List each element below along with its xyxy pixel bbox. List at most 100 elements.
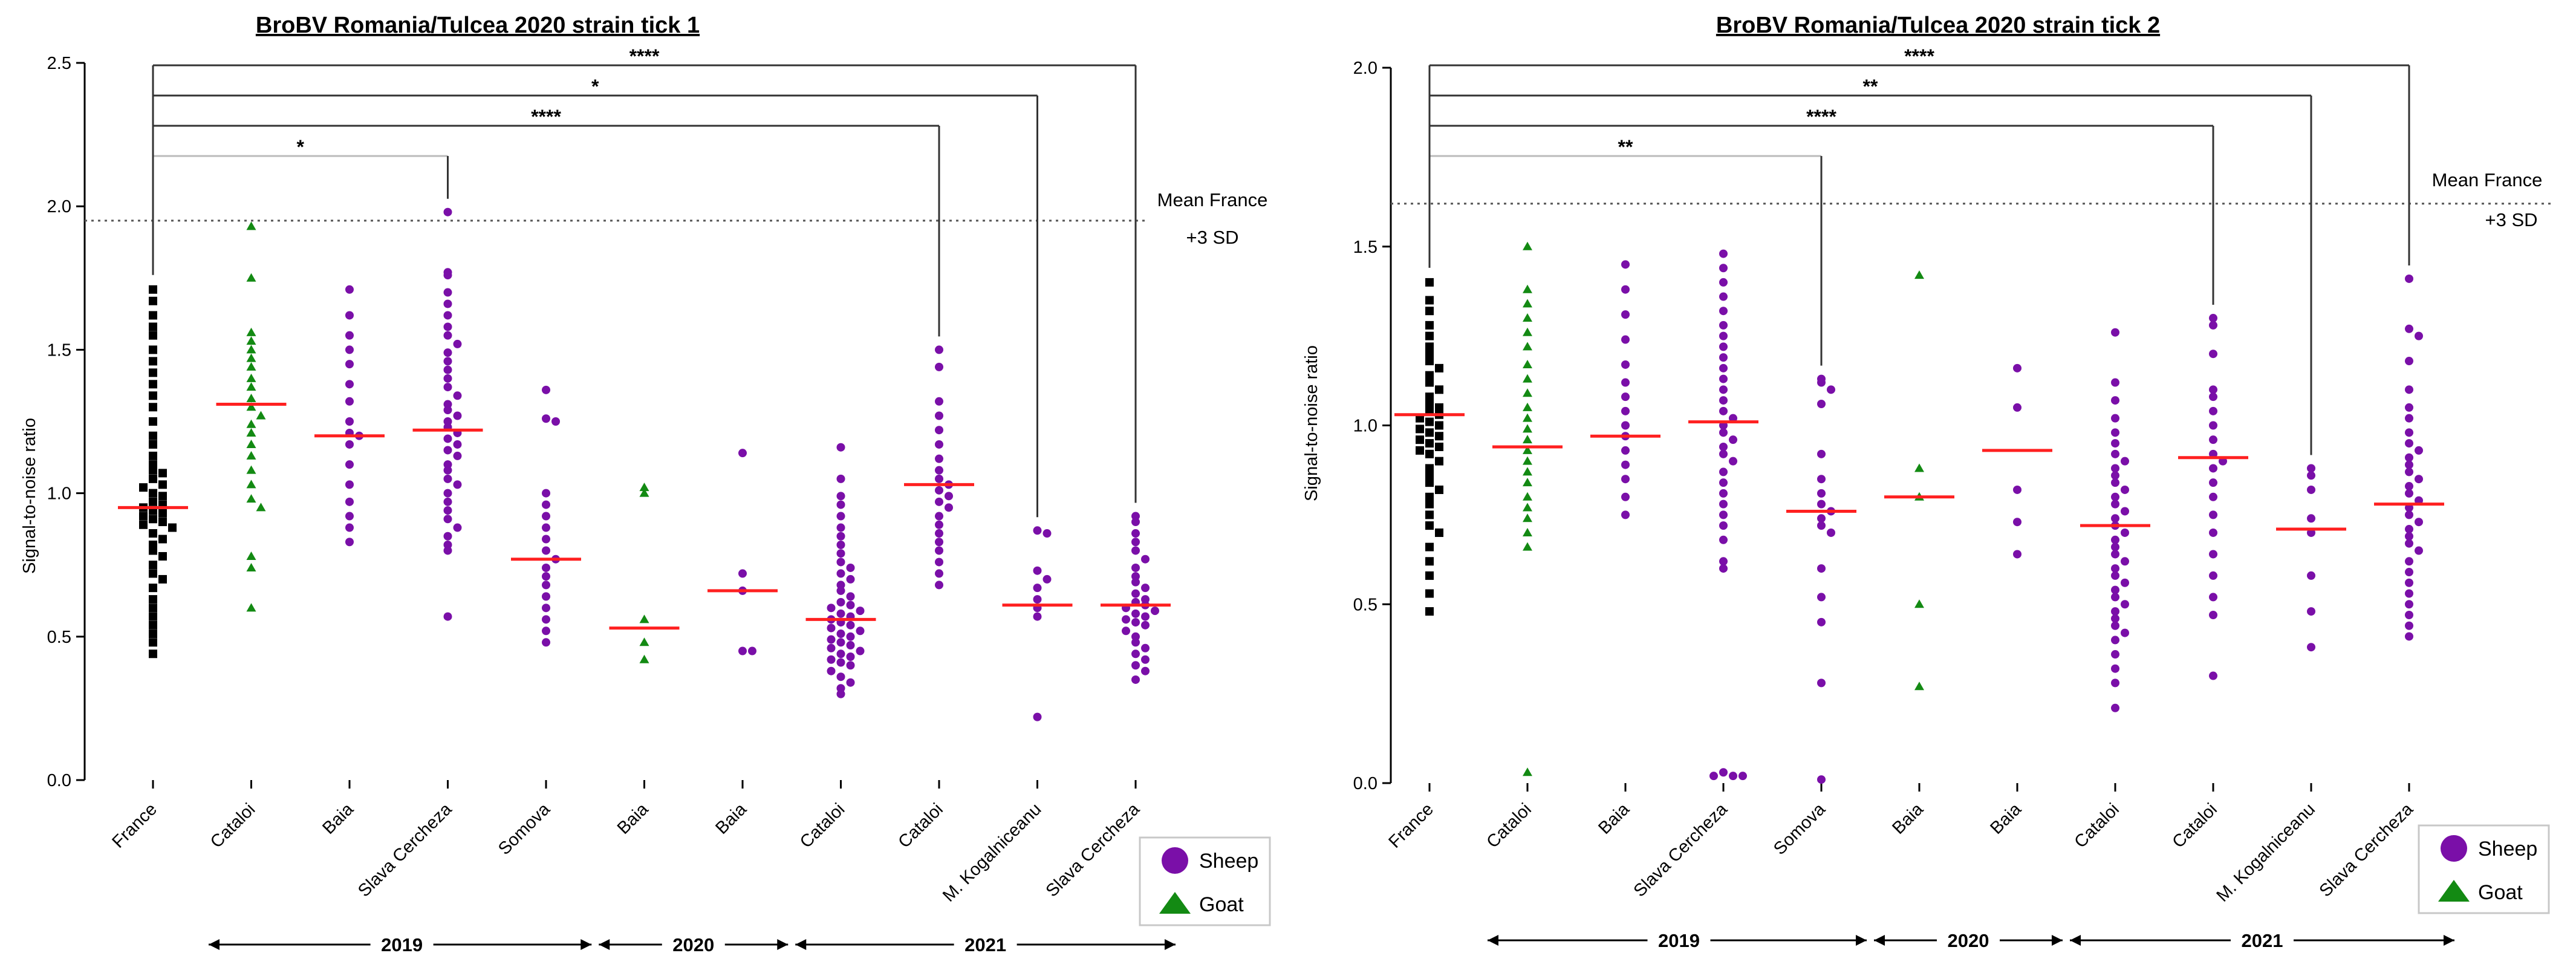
data-point-square [149, 345, 157, 354]
data-point-circle [1817, 678, 1826, 688]
data-point-triangle [246, 603, 256, 612]
data-point-circle [453, 440, 462, 449]
data-point-circle [542, 523, 550, 532]
data-point-circle [453, 523, 462, 532]
data-point-triangle [246, 402, 256, 411]
year-label-background [1937, 928, 2000, 952]
data-point-circle [443, 446, 452, 455]
data-point-square [1425, 589, 1434, 598]
data-point-square [1425, 521, 1434, 530]
data-point-square [158, 551, 167, 561]
data-point-circle [2209, 385, 2217, 394]
data-point-circle [2405, 539, 2413, 548]
data-point-circle [2209, 610, 2217, 619]
data-point-circle [1141, 584, 1150, 593]
data-point-circle [2209, 528, 2217, 537]
data-point-circle [443, 612, 452, 621]
data-point-circle [345, 311, 354, 320]
year-label-background [662, 932, 725, 957]
significance-label: ** [1618, 136, 1633, 158]
data-point-circle [2405, 482, 2413, 491]
data-point-circle [2405, 357, 2413, 366]
data-point-triangle [246, 362, 256, 371]
data-point-circle [846, 661, 855, 670]
data-point-circle [2405, 324, 2413, 333]
x-tick-label: Cataloi [2070, 799, 2122, 851]
y-tick-label: 0.5 [47, 628, 71, 647]
data-point-circle [2111, 492, 2119, 501]
data-point-circle [1131, 589, 1140, 598]
data-point-square [149, 311, 157, 320]
arrow-left-icon [1488, 935, 1498, 946]
data-point-circle [935, 529, 943, 538]
data-point-triangle [1914, 682, 1924, 691]
data-point-triangle [1523, 327, 1532, 336]
data-point-circle [1621, 260, 1630, 269]
data-point-triangle [1523, 456, 1532, 465]
data-point-triangle [1523, 542, 1532, 551]
data-point-circle [2121, 578, 2129, 587]
data-point-triangle [246, 439, 256, 448]
legend-triangle-icon [2438, 880, 2470, 902]
data-point-circle [2209, 671, 2217, 680]
x-tick-label: Cataloi [2168, 799, 2220, 851]
data-point-square [158, 574, 167, 584]
year-label: 2021 [964, 934, 1006, 955]
data-point-square [1425, 331, 1434, 340]
data-point-square [149, 417, 157, 426]
data-point-circle [1621, 446, 1630, 455]
data-point-circle [443, 322, 452, 331]
data-point-circle [542, 512, 550, 521]
data-point-square [1425, 357, 1434, 366]
data-point-square [149, 391, 157, 400]
data-point-square [149, 474, 157, 483]
data-point-circle [1621, 492, 1630, 501]
data-point-circle [1817, 617, 1826, 626]
data-point-circle [1719, 564, 1728, 573]
y-tick-label: 1.5 [1353, 238, 1377, 257]
data-point-circle [846, 563, 855, 572]
data-point-square [149, 584, 157, 593]
data-point-circle [2111, 328, 2119, 337]
data-point-circle [1719, 768, 1728, 777]
data-point-circle [1131, 618, 1140, 627]
data-point-circle [1131, 546, 1140, 555]
data-point-circle [2121, 628, 2129, 637]
y-tick-label: 0.0 [1353, 774, 1377, 793]
data-point-circle [1621, 510, 1630, 519]
data-point-circle [935, 474, 943, 483]
data-point-circle [1817, 400, 1826, 409]
data-point-circle [935, 454, 943, 463]
data-point-square [1425, 478, 1434, 487]
data-point-circle [1719, 385, 1728, 394]
data-point-circle [2111, 703, 2119, 712]
data-point-circle [2111, 571, 2119, 580]
data-point-square [1416, 435, 1424, 444]
x-tick-label: M. Kogalniceanu [2213, 799, 2319, 905]
legend-label: Goat [1199, 893, 1244, 916]
data-point-circle [836, 500, 845, 509]
data-point-square [149, 380, 157, 389]
data-point-circle [1033, 566, 1042, 575]
data-point-square [1435, 432, 1443, 441]
data-point-circle [345, 345, 354, 354]
data-point-circle [836, 672, 845, 682]
data-point-circle [2111, 499, 2119, 509]
data-point-circle [1621, 392, 1630, 402]
data-point-square [1425, 320, 1434, 330]
data-point-circle [345, 512, 354, 521]
data-point-circle [2405, 621, 2413, 630]
data-point-triangle [246, 465, 256, 474]
significance-label: ** [1863, 76, 1878, 97]
data-point-circle [2111, 542, 2119, 551]
arrow-right-icon [1165, 939, 1176, 950]
data-point-circle [2111, 471, 2119, 480]
data-point-square [1425, 378, 1434, 387]
data-point-triangle [639, 614, 649, 623]
data-point-circle [1719, 320, 1728, 330]
data-point-circle [935, 486, 943, 495]
data-point-square [1435, 442, 1443, 451]
data-point-circle [2111, 636, 2119, 645]
data-point-circle [443, 207, 452, 216]
data-point-circle [2405, 510, 2413, 519]
